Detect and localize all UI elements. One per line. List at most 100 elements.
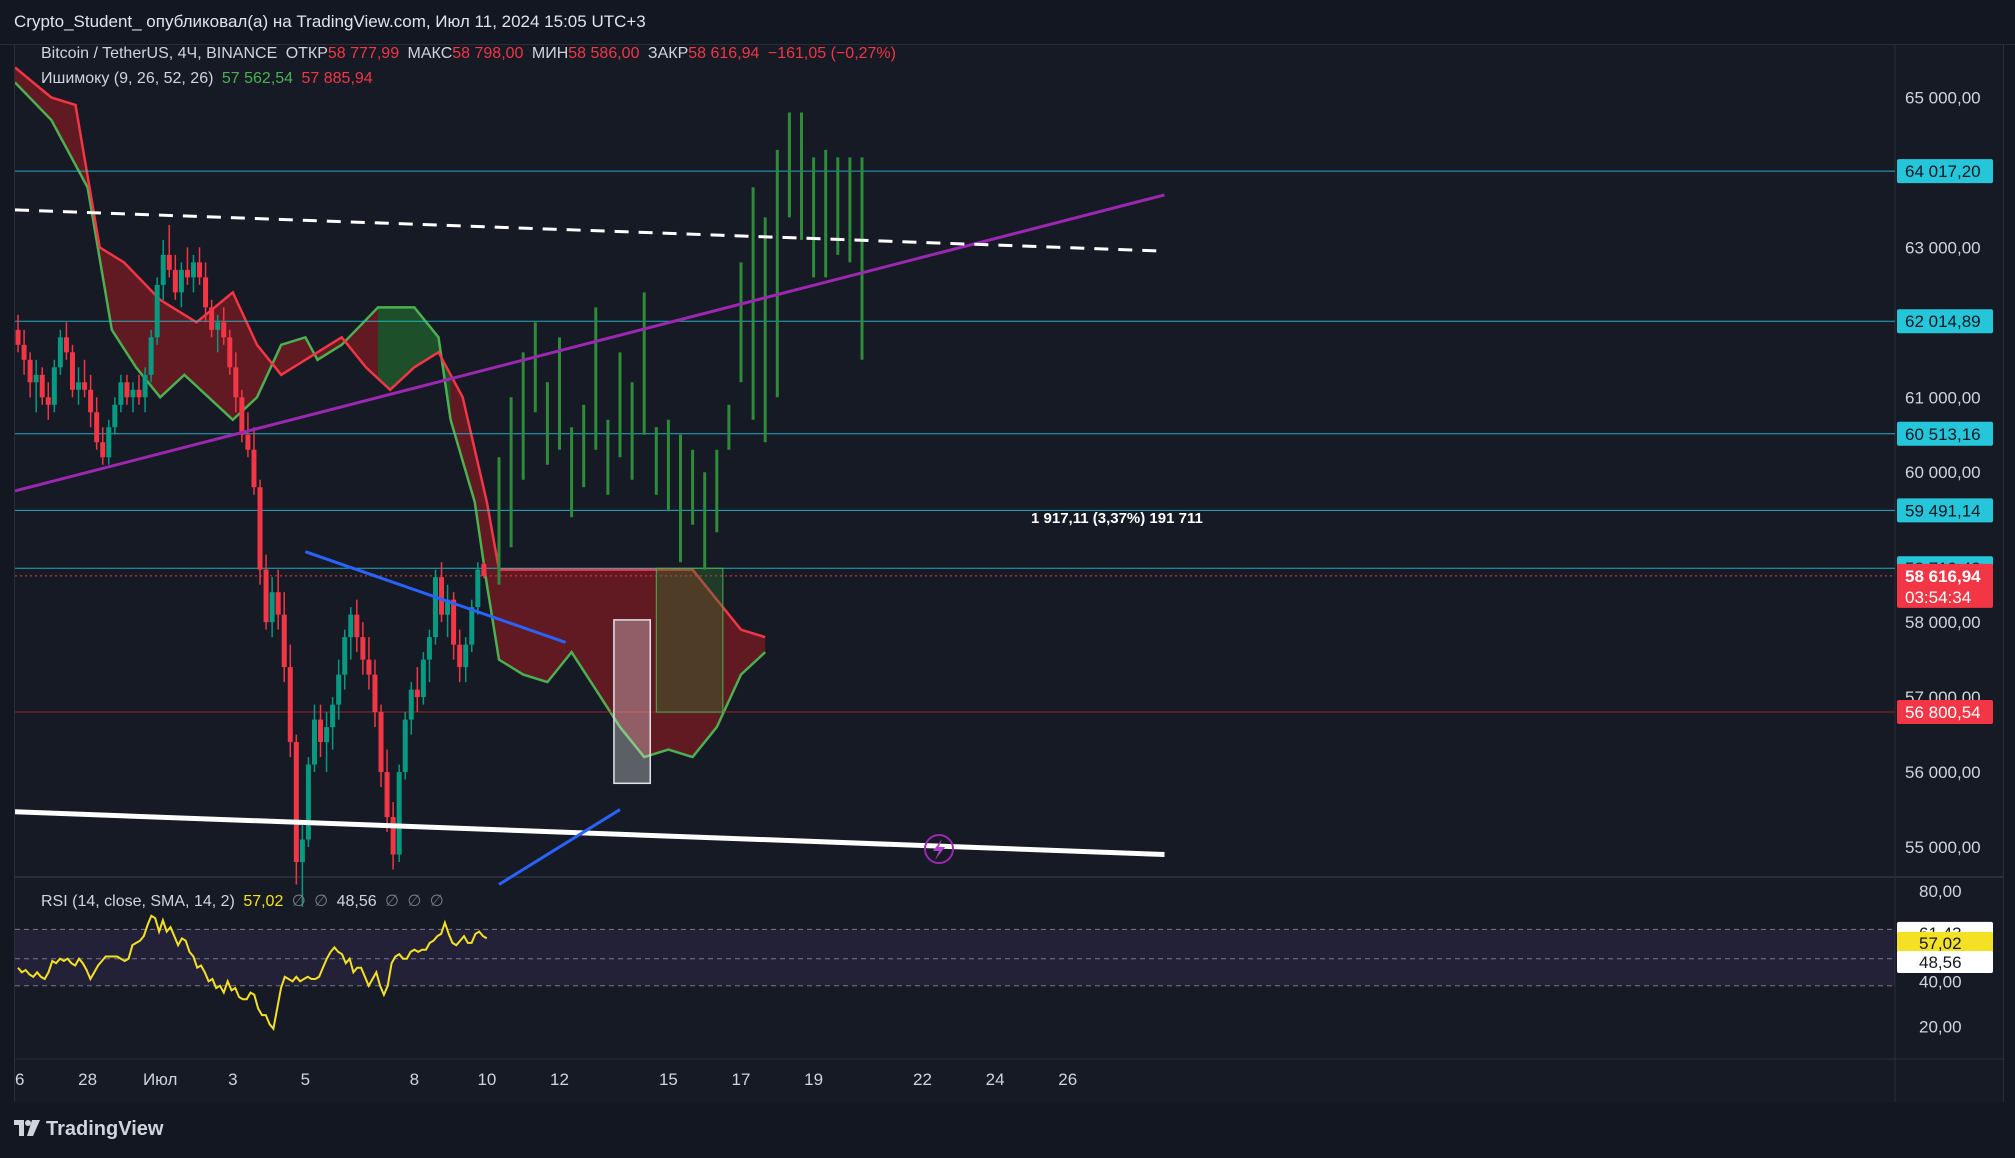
candle-body — [360, 637, 366, 660]
highlight-box — [613, 619, 652, 785]
candles[interactable] — [15, 224, 487, 907]
candle-body — [63, 337, 69, 353]
symbol-legend: Bitcoin / TetherUS, 4Ч, BINANCE ОТКР58 7… — [41, 45, 900, 63]
price-level-badge — [1897, 159, 1993, 184]
candle-body — [245, 434, 251, 450]
ichimoku-legend: Ишимоку (9, 26, 52, 26) 57 562,54 57 885… — [41, 70, 377, 88]
rsi-label: RSI (14, close, SMA, 14, 2) — [41, 893, 235, 910]
measure-box — [655, 567, 724, 713]
chart-panel[interactable]: 65 000,00 63 000,00 61 000,00 60 000,00 58 0… — [6, 44, 2004, 1104]
rsi-pane[interactable] — [15, 914, 1895, 1031]
countdown-label: 03:54:34 — [1905, 588, 1971, 607]
price-level-label: 59 491,14 — [1905, 501, 1981, 520]
candle-body — [100, 442, 106, 458]
candle-body — [82, 382, 88, 390]
trendlines[interactable] — [14, 193, 1165, 886]
cloud-segment — [15, 67, 378, 420]
projection-bars — [497, 112, 864, 585]
candle-body — [21, 344, 27, 360]
candle-body — [263, 569, 269, 623]
time-tick: 24 — [986, 1070, 1005, 1089]
candle-body — [432, 577, 438, 638]
candle-body — [445, 599, 451, 615]
time-tick: 10 — [477, 1070, 496, 1089]
candle-body — [287, 667, 293, 743]
tradingview-logo[interactable]: TradingView — [14, 1118, 163, 1141]
price-level-label: 56 800,54 — [1905, 703, 1981, 722]
change-value: −161,05 (−0,27%) — [767, 45, 896, 62]
trendline-blue-descending — [304, 550, 567, 644]
open-value: 58 777,99 — [327, 45, 400, 62]
candle-body — [239, 397, 245, 435]
candle-body — [439, 577, 445, 615]
time-tick: 12 — [550, 1070, 569, 1089]
annotations — [613, 567, 724, 785]
price-level-badge — [1897, 309, 1993, 334]
time-tick: 26 — [15, 1070, 24, 1089]
candle-body — [154, 284, 160, 338]
candle-body — [384, 772, 390, 818]
candle-body — [184, 269, 190, 278]
candle-body — [420, 659, 426, 698]
rsi-value: 57,02 — [243, 893, 284, 910]
time-tick: 5 — [301, 1070, 310, 1089]
candle-body — [378, 712, 384, 773]
rsi-legend: RSI (14, close, SMA, 14, 2) 57,02 ∅ ∅ 48… — [41, 891, 448, 911]
publish-header: Crypto_Student_ опубликовал(а) на Tradin… — [0, 0, 2015, 45]
candle-body — [251, 449, 257, 488]
rsi-na-5: ∅ — [429, 893, 444, 910]
candle-body — [469, 607, 475, 645]
price-axis[interactable]: 65 000,00 63 000,00 61 000,00 60 000,00 58 0… — [1897, 88, 1993, 1036]
publisher-text: Crypto_Student_ опубликовал(а) на Tradin… — [14, 12, 646, 31]
candle-body — [69, 352, 75, 390]
rsi-level-badge — [1897, 950, 1993, 973]
candle-body — [257, 487, 263, 570]
candle-body — [348, 614, 354, 638]
candle-body — [451, 599, 457, 645]
low-value: 58 586,00 — [568, 45, 640, 62]
candle-body — [15, 329, 21, 345]
price-level-badge — [1897, 421, 1993, 446]
candle-body — [215, 322, 221, 330]
candle-body — [51, 367, 57, 405]
candle-body — [88, 389, 94, 413]
candle-body — [172, 269, 178, 293]
measure-label: 1 917,11 (3,37%) 191 711 — [1031, 510, 1203, 527]
candle-body — [390, 817, 396, 855]
high-value: 58 798,00 — [452, 45, 524, 62]
last-price-label: 58 616,94 — [1905, 567, 1981, 586]
candle-body — [197, 262, 203, 278]
lightning-icon[interactable] — [924, 834, 954, 864]
kijun-line — [14, 66, 766, 639]
time-tick: 26 — [1058, 1070, 1077, 1089]
price-level-label: 64 017,20 — [1905, 162, 1981, 181]
time-tick: 28 — [78, 1070, 97, 1089]
candle-body — [39, 374, 45, 398]
footer: TradingView — [0, 1102, 2015, 1158]
time-axis[interactable]: 26 28 Июл 3 5 8 10 12 15 17 19 22 24 26 — [6, 1070, 1078, 1089]
candle-body — [402, 719, 408, 773]
price-tick: 65 000,00 — [1905, 88, 1981, 107]
price-tick: 56 000,00 — [1905, 763, 1981, 782]
candle-body — [227, 337, 233, 368]
time-tick: 3 — [228, 1070, 237, 1089]
close-value: 58 616,94 — [688, 45, 760, 62]
time-tick: 19 — [804, 1070, 823, 1089]
candle-body — [426, 637, 432, 660]
candle-body — [233, 367, 239, 398]
rsi-level-label: 57,02 — [1919, 934, 1962, 953]
candle-body — [457, 644, 463, 668]
candle-body — [45, 397, 51, 405]
rsi-value-2: 48,56 — [336, 893, 377, 910]
candle-body — [106, 427, 112, 458]
candle-body — [178, 269, 184, 293]
time-tick: Июл — [143, 1070, 178, 1089]
ichimoku-label: Ишимоку (9, 26, 52, 26) — [41, 70, 214, 87]
time-tick: 15 — [659, 1070, 678, 1089]
price-tick: 61 000,00 — [1905, 388, 1981, 407]
ichimoku-cloud — [14, 66, 767, 759]
rsi-line — [17, 914, 488, 1031]
candle-body — [336, 674, 342, 705]
cloud-segment — [378, 307, 451, 420]
